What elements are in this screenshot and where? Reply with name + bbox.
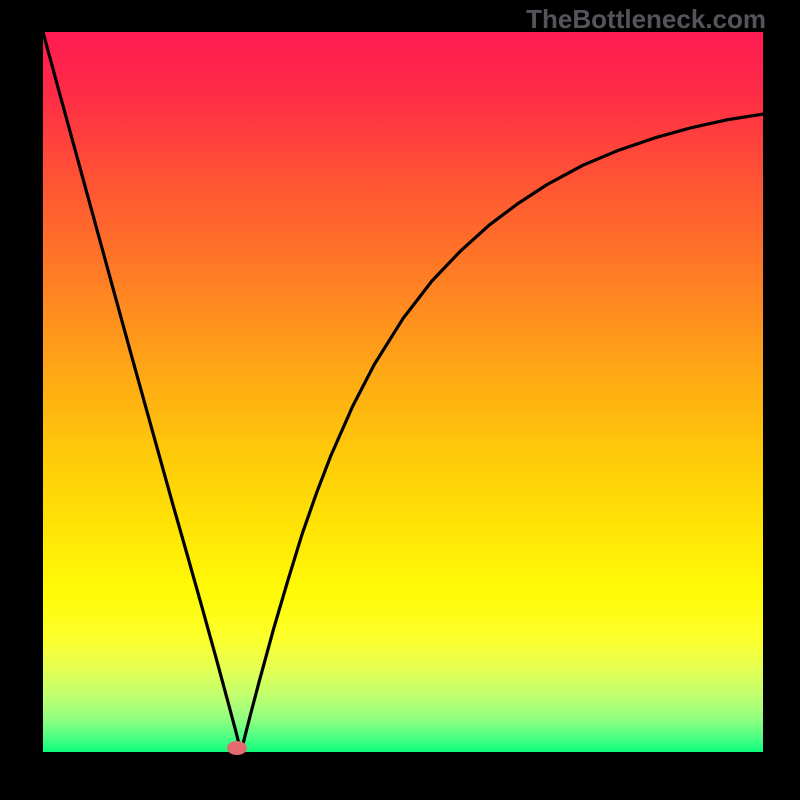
- optimum-marker-ellipse: [227, 741, 247, 755]
- plot-background: [43, 32, 763, 752]
- chart-root: TheBottleneck.com: [0, 0, 800, 800]
- watermark-text: TheBottleneck.com: [526, 4, 766, 35]
- bottleneck-curve-plot: [0, 0, 800, 800]
- optimum-marker: [225, 739, 249, 757]
